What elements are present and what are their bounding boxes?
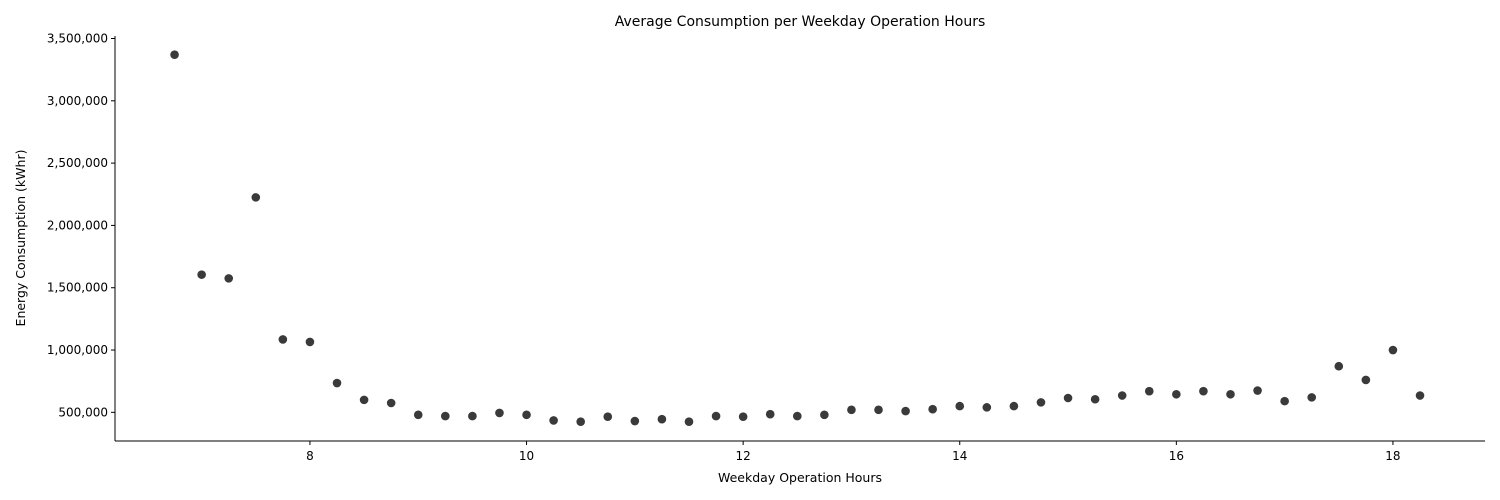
data-point bbox=[576, 417, 585, 426]
data-point bbox=[278, 335, 288, 344]
data-point bbox=[468, 411, 477, 421]
data-point bbox=[1280, 396, 1289, 406]
data-point bbox=[386, 398, 396, 408]
data-point bbox=[1144, 386, 1154, 396]
y-tick-label: 3,000,000 bbox=[47, 94, 108, 108]
data-point bbox=[684, 417, 694, 426]
data-point bbox=[792, 411, 802, 421]
y-tick-label: 1,500,000 bbox=[47, 281, 108, 295]
data-point bbox=[820, 410, 829, 420]
chart-title: Average Consumption per Weekday Operatio… bbox=[615, 14, 986, 30]
data-point bbox=[1090, 394, 1100, 404]
data-point bbox=[901, 406, 910, 416]
data-point bbox=[1172, 389, 1181, 399]
data-point bbox=[955, 401, 965, 411]
data-point bbox=[170, 50, 179, 59]
data-point bbox=[1334, 361, 1344, 371]
data-point bbox=[305, 337, 315, 347]
x-tick-label: 18 bbox=[1385, 449, 1400, 463]
data-point bbox=[549, 416, 558, 425]
data-point bbox=[251, 193, 261, 202]
data-point bbox=[874, 405, 883, 415]
data-points bbox=[170, 50, 1425, 426]
data-point bbox=[1199, 386, 1208, 396]
data-point bbox=[982, 403, 992, 412]
y-tick-label: 3,500,000 bbox=[47, 31, 108, 45]
data-point bbox=[1063, 393, 1073, 403]
data-point bbox=[413, 410, 423, 420]
data-point bbox=[1226, 389, 1235, 399]
y-tick-label: 2,500,000 bbox=[47, 156, 108, 170]
x-tick-label: 14 bbox=[952, 449, 967, 463]
data-point bbox=[197, 270, 206, 279]
data-point bbox=[1009, 401, 1019, 411]
data-point bbox=[441, 411, 450, 421]
data-point bbox=[657, 414, 667, 424]
data-point bbox=[738, 412, 748, 422]
data-point bbox=[224, 274, 234, 283]
data-point bbox=[1415, 391, 1425, 400]
data-point bbox=[495, 408, 504, 418]
x-axis-label: Weekday Operation Hours bbox=[718, 470, 882, 485]
x-tick-label: 12 bbox=[736, 449, 751, 463]
data-point bbox=[1036, 398, 1046, 407]
data-point bbox=[603, 412, 613, 422]
data-point bbox=[1307, 393, 1317, 402]
data-point bbox=[711, 411, 721, 421]
data-point bbox=[522, 410, 531, 420]
data-point bbox=[1253, 386, 1262, 395]
data-point bbox=[332, 378, 342, 388]
data-point bbox=[1388, 345, 1398, 355]
data-point bbox=[630, 416, 640, 426]
x-axis-ticks: 8 10 12 14 16 18 bbox=[306, 441, 1401, 463]
data-point bbox=[1117, 391, 1127, 400]
data-point bbox=[359, 395, 369, 405]
y-tick-label: 2,000,000 bbox=[47, 218, 108, 232]
x-tick-label: 8 bbox=[306, 449, 314, 463]
x-tick-label: 16 bbox=[1169, 449, 1184, 463]
y-tick-label: 1,000,000 bbox=[47, 343, 108, 357]
x-tick-label: 10 bbox=[519, 449, 534, 463]
data-point bbox=[1361, 375, 1371, 385]
data-point bbox=[847, 405, 856, 415]
data-point bbox=[765, 409, 775, 419]
y-axis-label: Energy Consumption (kWhr) bbox=[13, 150, 28, 327]
data-point bbox=[928, 404, 937, 414]
y-axis-ticks: 500,000 1,000,000 1,500,000 2,000,000 2,500,… bbox=[47, 31, 115, 419]
y-tick-label: 500,000 bbox=[58, 405, 108, 419]
